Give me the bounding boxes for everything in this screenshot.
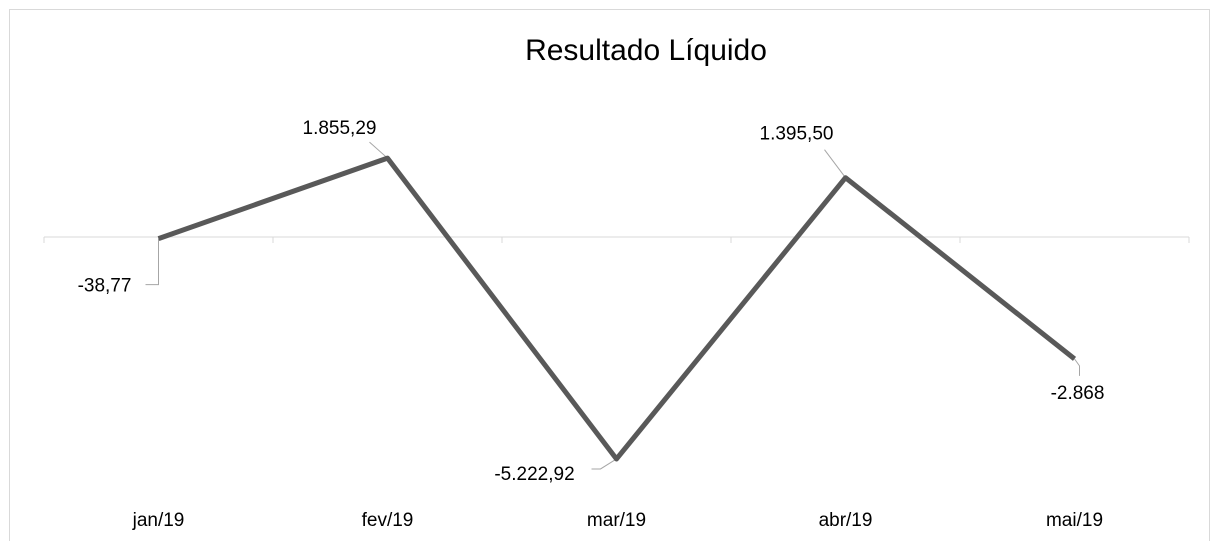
- leader-line: [369, 141, 388, 159]
- leader-line: [591, 458, 617, 470]
- leader-line: [824, 149, 846, 178]
- leader-line: [145, 238, 159, 286]
- data-label: -5.222,92: [494, 464, 574, 485]
- data-label: 1.855,29: [303, 118, 377, 139]
- leader-line: [1074, 358, 1080, 376]
- data-label: -2.868: [1051, 383, 1105, 404]
- x-tick-label: mar/19: [587, 510, 646, 531]
- data-line: [157, 155, 1077, 462]
- chart-frame: [9, 9, 1210, 541]
- x-tick-label: jan/19: [132, 510, 185, 531]
- x-tick-label: mai/19: [1046, 510, 1103, 531]
- data-label: 1.395,50: [760, 124, 834, 145]
- data-label: -38,77: [78, 276, 132, 297]
- chart-title: Resultado Líquido: [525, 34, 767, 67]
- x-tick-label: fev/19: [362, 510, 414, 531]
- x-tick-label: abr/19: [819, 510, 873, 531]
